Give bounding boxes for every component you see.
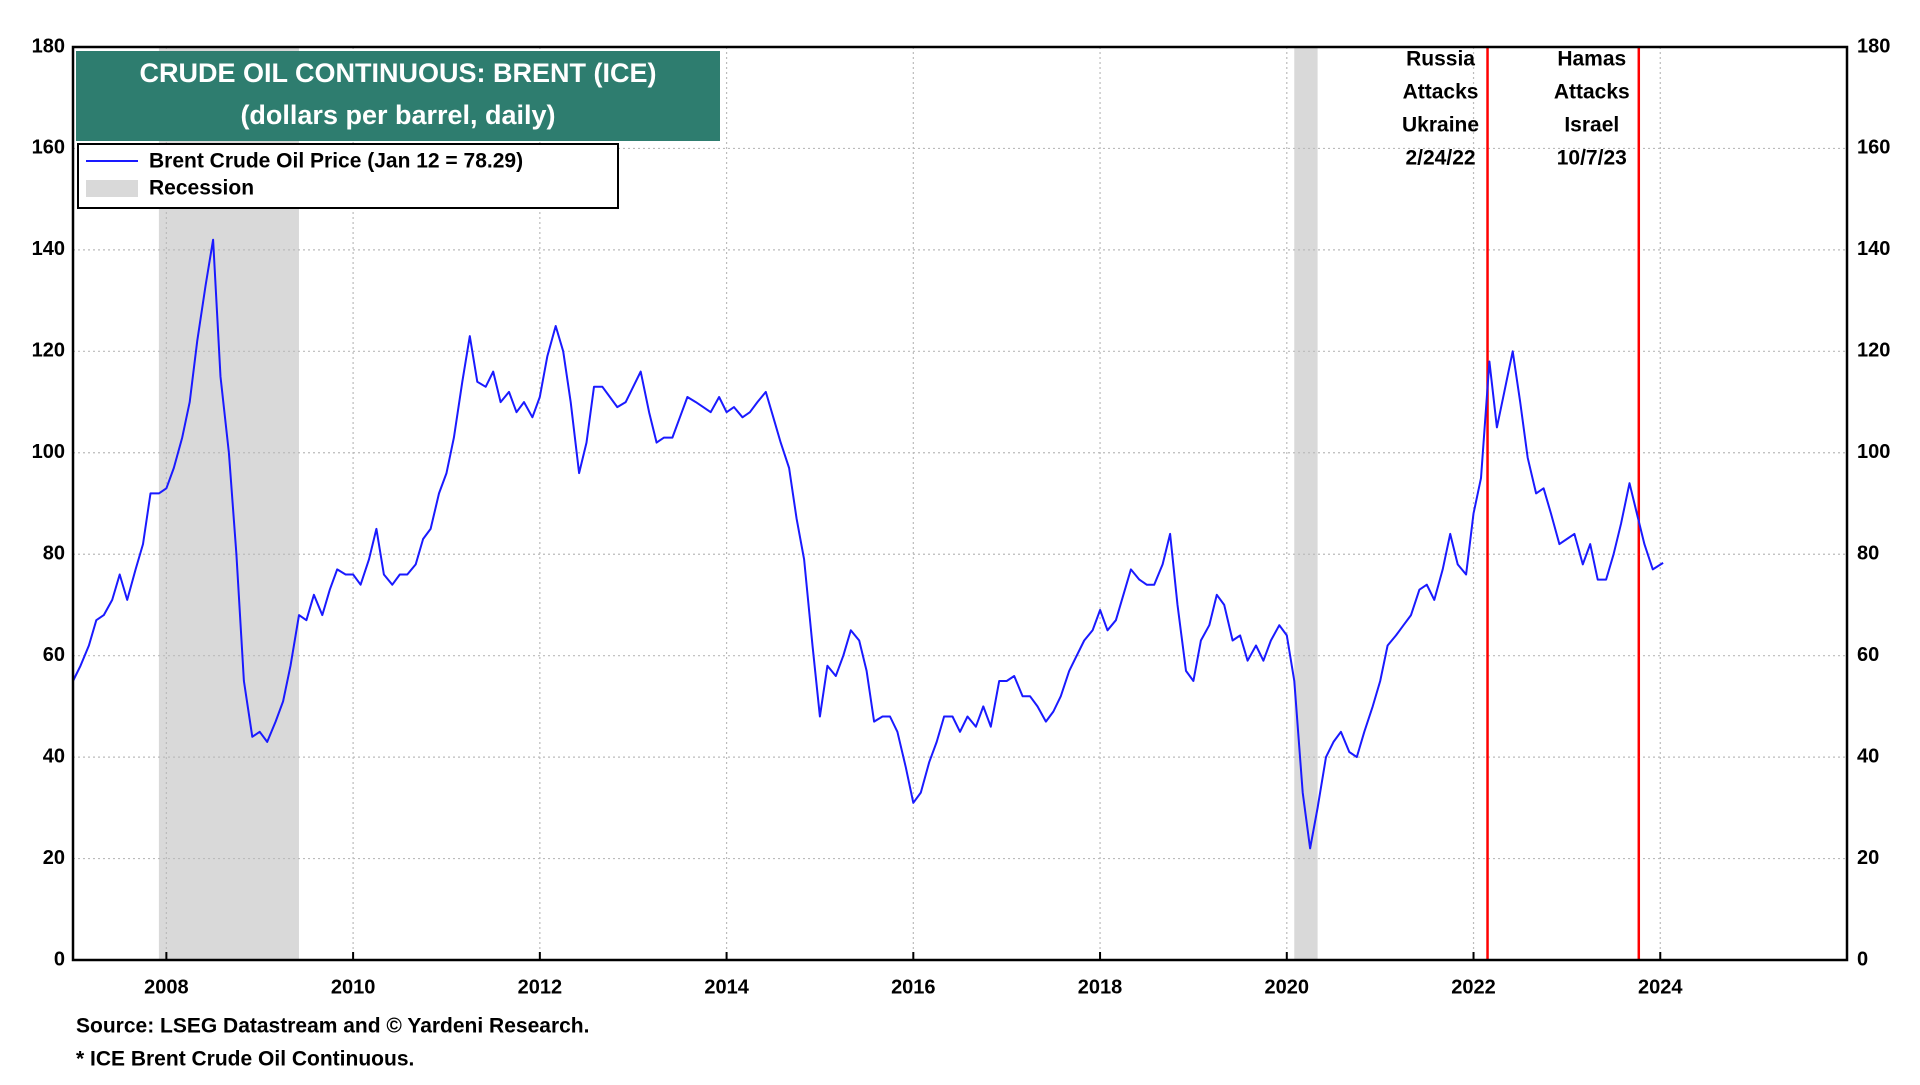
y2-tick-label: 120 bbox=[1857, 340, 1890, 362]
chart-subtitle: (dollars per barrel, daily) bbox=[240, 100, 555, 130]
x-tick-label: 2020 bbox=[1265, 976, 1310, 998]
y-tick-label: 160 bbox=[32, 137, 65, 159]
event-label: Russia bbox=[1406, 48, 1475, 71]
event-label: Ukraine bbox=[1402, 114, 1479, 137]
y2-tick-label: 100 bbox=[1857, 441, 1890, 463]
legend-label: Brent Crude Oil Price (Jan 12 = 78.29) bbox=[149, 150, 523, 173]
chart-title: CRUDE OIL CONTINUOUS: BRENT (ICE) bbox=[140, 58, 657, 88]
y-tick-label: 80 bbox=[43, 543, 65, 565]
y-tick-label: 100 bbox=[32, 441, 65, 463]
y2-tick-label: 80 bbox=[1857, 543, 1879, 565]
y2-tick-label: 140 bbox=[1857, 238, 1890, 260]
footnote: * ICE Brent Crude Oil Continuous. bbox=[76, 1048, 414, 1071]
y-tick-label: 120 bbox=[32, 340, 65, 362]
x-tick-label: 2018 bbox=[1078, 976, 1123, 998]
price-line bbox=[72, 238, 1664, 850]
y2-tick-label: 60 bbox=[1857, 644, 1879, 666]
x-tick-label: 2008 bbox=[144, 976, 189, 998]
y-tick-label: 20 bbox=[43, 847, 65, 869]
x-tick-label: 2012 bbox=[518, 976, 563, 998]
y-tick-label: 40 bbox=[43, 745, 65, 767]
event-label: Attacks bbox=[1554, 81, 1630, 104]
x-tick-label: 2022 bbox=[1451, 976, 1496, 998]
y-tick-label: 180 bbox=[32, 35, 65, 57]
event-label: 10/7/23 bbox=[1557, 147, 1627, 170]
y2-tick-label: 160 bbox=[1857, 137, 1890, 159]
y2-tick-label: 0 bbox=[1857, 948, 1868, 970]
x-tick-label: 2024 bbox=[1638, 976, 1683, 998]
source: Source: LSEG Datastream and © Yardeni Re… bbox=[76, 1015, 589, 1038]
x-tick-label: 2016 bbox=[891, 976, 936, 998]
y-tick-label: 0 bbox=[54, 948, 65, 970]
y2-tick-label: 20 bbox=[1857, 847, 1879, 869]
event-label: 2/24/22 bbox=[1405, 147, 1475, 170]
legend-swatch-recession bbox=[86, 180, 138, 197]
recession-band bbox=[1294, 47, 1318, 960]
y2-tick-label: 40 bbox=[1857, 745, 1879, 767]
x-tick-label: 2014 bbox=[704, 976, 749, 998]
event-label: Hamas bbox=[1557, 48, 1626, 71]
y-tick-label: 140 bbox=[32, 238, 65, 260]
y2-tick-label: 180 bbox=[1857, 35, 1890, 57]
y-tick-label: 60 bbox=[43, 644, 65, 666]
legend-box bbox=[77, 143, 619, 209]
event-label: Attacks bbox=[1403, 81, 1479, 104]
legend-label: Recession bbox=[149, 177, 254, 200]
plot-frame bbox=[71, 45, 1849, 962]
event-label: Israel bbox=[1564, 114, 1619, 137]
x-tick-label: 2010 bbox=[331, 976, 376, 998]
title-box bbox=[76, 51, 720, 141]
